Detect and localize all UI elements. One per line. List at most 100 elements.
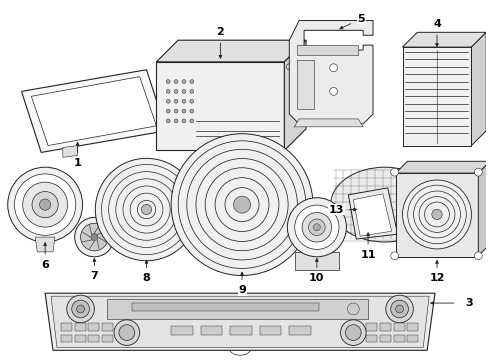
Polygon shape	[348, 188, 397, 239]
Text: 8: 8	[143, 274, 150, 283]
Bar	[393, 323, 405, 330]
Circle shape	[174, 89, 178, 93]
Polygon shape	[22, 70, 166, 152]
Bar	[408, 323, 418, 330]
Polygon shape	[395, 161, 490, 173]
Circle shape	[40, 199, 51, 210]
Polygon shape	[294, 119, 363, 127]
Bar	[366, 334, 377, 342]
Ellipse shape	[205, 97, 217, 105]
Bar	[107, 299, 368, 319]
Bar	[89, 334, 99, 342]
Circle shape	[402, 180, 471, 249]
Text: 3: 3	[466, 298, 473, 308]
Circle shape	[287, 198, 346, 257]
Circle shape	[474, 252, 482, 260]
Bar	[102, 334, 113, 342]
Circle shape	[182, 89, 186, 93]
Bar	[201, 326, 222, 334]
Text: 6: 6	[41, 260, 49, 270]
Text: 2: 2	[217, 27, 224, 37]
Polygon shape	[31, 77, 156, 145]
Circle shape	[166, 89, 170, 93]
Circle shape	[119, 325, 135, 341]
Circle shape	[286, 64, 292, 70]
Polygon shape	[45, 293, 435, 350]
Circle shape	[142, 204, 152, 215]
Ellipse shape	[205, 78, 217, 85]
Bar	[402, 47, 471, 145]
Bar	[61, 323, 72, 330]
Circle shape	[190, 119, 194, 123]
Circle shape	[72, 300, 90, 318]
Polygon shape	[35, 237, 55, 252]
Text: 12: 12	[429, 274, 445, 283]
Bar	[89, 323, 99, 330]
Text: 7: 7	[91, 271, 98, 282]
Circle shape	[74, 217, 114, 257]
Circle shape	[330, 64, 338, 72]
Ellipse shape	[331, 167, 439, 242]
Circle shape	[182, 99, 186, 103]
Circle shape	[76, 305, 84, 313]
Bar	[289, 326, 311, 334]
Bar	[393, 334, 405, 342]
Circle shape	[8, 167, 82, 242]
Text: 10: 10	[309, 274, 324, 283]
Circle shape	[166, 109, 170, 113]
Circle shape	[309, 219, 325, 235]
Text: 9: 9	[238, 285, 246, 295]
Circle shape	[234, 196, 250, 213]
Circle shape	[174, 99, 178, 103]
Circle shape	[190, 89, 194, 93]
Circle shape	[299, 51, 305, 57]
Polygon shape	[471, 32, 486, 145]
Circle shape	[391, 168, 398, 176]
Polygon shape	[289, 21, 373, 124]
Circle shape	[302, 212, 332, 242]
Circle shape	[386, 295, 414, 323]
Circle shape	[174, 80, 178, 84]
Circle shape	[14, 174, 76, 235]
Bar	[380, 334, 391, 342]
Polygon shape	[63, 145, 77, 157]
Bar	[74, 323, 85, 330]
Circle shape	[330, 87, 338, 95]
Polygon shape	[51, 296, 429, 347]
Bar	[366, 323, 377, 330]
Circle shape	[391, 300, 409, 318]
Circle shape	[190, 99, 194, 103]
Circle shape	[166, 80, 170, 84]
Text: 4: 4	[433, 19, 441, 30]
Circle shape	[474, 168, 482, 176]
Text: 11: 11	[360, 250, 376, 260]
Circle shape	[174, 119, 178, 123]
Bar	[102, 323, 113, 330]
Bar	[132, 303, 319, 311]
Circle shape	[182, 109, 186, 113]
Circle shape	[182, 80, 186, 84]
Polygon shape	[297, 60, 314, 109]
Polygon shape	[284, 40, 306, 150]
Circle shape	[96, 158, 198, 261]
Circle shape	[190, 109, 194, 113]
Text: 1: 1	[74, 158, 81, 168]
Bar	[171, 326, 193, 334]
Polygon shape	[297, 45, 358, 55]
Circle shape	[432, 209, 442, 220]
Polygon shape	[478, 161, 490, 256]
Circle shape	[341, 320, 366, 345]
Circle shape	[80, 223, 108, 251]
Circle shape	[345, 325, 361, 341]
Polygon shape	[353, 194, 392, 236]
Circle shape	[91, 234, 98, 240]
Polygon shape	[402, 32, 486, 47]
Circle shape	[395, 305, 404, 313]
Text: 5: 5	[357, 14, 365, 23]
Circle shape	[313, 224, 320, 231]
Circle shape	[32, 192, 58, 218]
Polygon shape	[156, 62, 284, 150]
Bar	[61, 334, 72, 342]
Circle shape	[171, 134, 313, 275]
Circle shape	[347, 303, 359, 315]
